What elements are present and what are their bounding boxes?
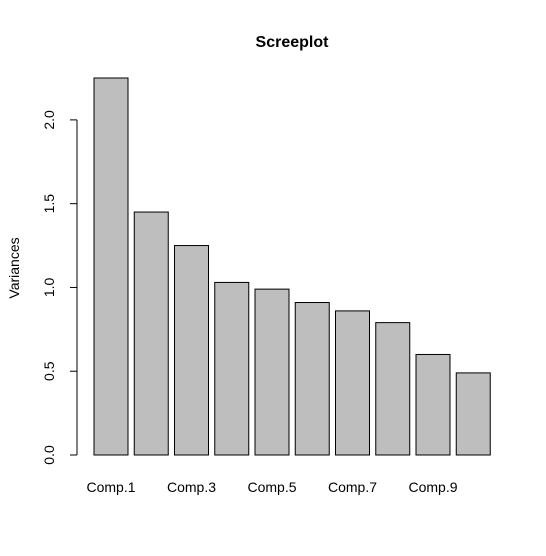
bar-comp-7 — [335, 310, 370, 456]
x-tick-label-comp-7: Comp.7 — [328, 479, 377, 495]
bar-comp-1 — [93, 77, 129, 456]
x-axis-labels: Comp.1 Comp.3 Comp.5 Comp.7 Comp.9 — [86, 479, 457, 495]
x-tick-label-comp-5: Comp.5 — [247, 479, 296, 495]
bar-comp-9 — [415, 353, 451, 456]
x-tick-label-comp-3: Comp.3 — [167, 479, 216, 495]
bar-comp-6 — [294, 302, 330, 456]
y-tick-label-4: 2.0 — [41, 110, 57, 130]
x-tick-label-comp-1: Comp.1 — [86, 479, 135, 495]
x-tick-label-comp-9: Comp.9 — [408, 479, 457, 495]
bar-comp-4 — [214, 281, 250, 456]
bar-comp-3 — [174, 245, 209, 456]
bar-comp-2 — [133, 211, 169, 456]
y-tick-label-0: 0.0 — [41, 445, 57, 465]
bars-group — [93, 77, 491, 456]
chart-title: Screeplot — [256, 34, 330, 51]
y-tick-label-3: 1.5 — [41, 194, 57, 214]
y-tick-label-1: 0.5 — [41, 361, 57, 381]
y-tick-label-2: 1.0 — [41, 278, 57, 298]
bar-comp-5 — [254, 288, 290, 456]
bar-comp-8 — [375, 322, 411, 456]
bar-comp-10 — [455, 372, 491, 456]
y-axis: 0.0 0.5 1.0 1.5 2.0 — [41, 110, 78, 465]
y-axis-label: Variances — [6, 237, 22, 298]
